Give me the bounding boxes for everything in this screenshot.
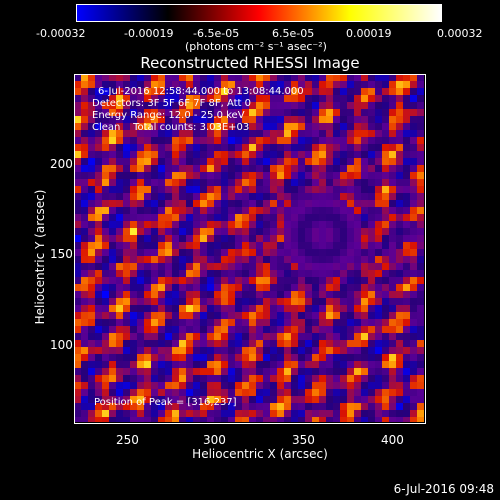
- x-tick-label: 350: [292, 433, 315, 447]
- colorbar: [76, 4, 442, 22]
- colorbar-units: (photons cm⁻² s⁻¹ asec⁻²): [185, 40, 327, 53]
- y-axis-label: Heliocentric Y (arcsec): [33, 189, 47, 325]
- detectors-text: Detectors: 3F 5F 6F 7F 8F, Att 0: [92, 98, 252, 109]
- colorbar-label: -6.5e-05: [193, 27, 240, 40]
- y-tick-label: 100: [50, 338, 73, 352]
- footer-timestamp: 6-Jul-2016 09:48: [393, 482, 494, 496]
- chart-title: Reconstructed RHESSI Image: [140, 54, 360, 72]
- colorbar-label: -0.00019: [124, 27, 174, 40]
- colorbar-label: 0.00032: [437, 27, 483, 40]
- clean-counts-text: Clean Total counts: 3.03E+03: [92, 122, 250, 133]
- x-tick-label: 400: [381, 433, 404, 447]
- colorbar-label: -0.00032: [36, 27, 86, 40]
- time-range-text: 6-Jul-2016 12:58:44.000 to 13:08:44.000: [98, 86, 304, 97]
- x-axis-label: Heliocentric X (arcsec): [192, 447, 328, 461]
- x-tick-label: 300: [203, 433, 226, 447]
- colorbar-label: 0.00019: [346, 27, 392, 40]
- heatmap-plot: [74, 74, 426, 424]
- heatmap-cells: [74, 74, 424, 422]
- energy-range-text: Energy Range: 12.0 - 25.0 keV: [92, 110, 245, 121]
- y-tick-label: 200: [50, 157, 73, 171]
- colorbar-label: 6.5e-05: [272, 27, 315, 40]
- heatmap-svg: [74, 74, 424, 422]
- peak-position-text: Position of Peak = [316,237]: [94, 397, 237, 408]
- y-tick-label: 150: [50, 247, 73, 261]
- x-tick-label: 250: [116, 433, 139, 447]
